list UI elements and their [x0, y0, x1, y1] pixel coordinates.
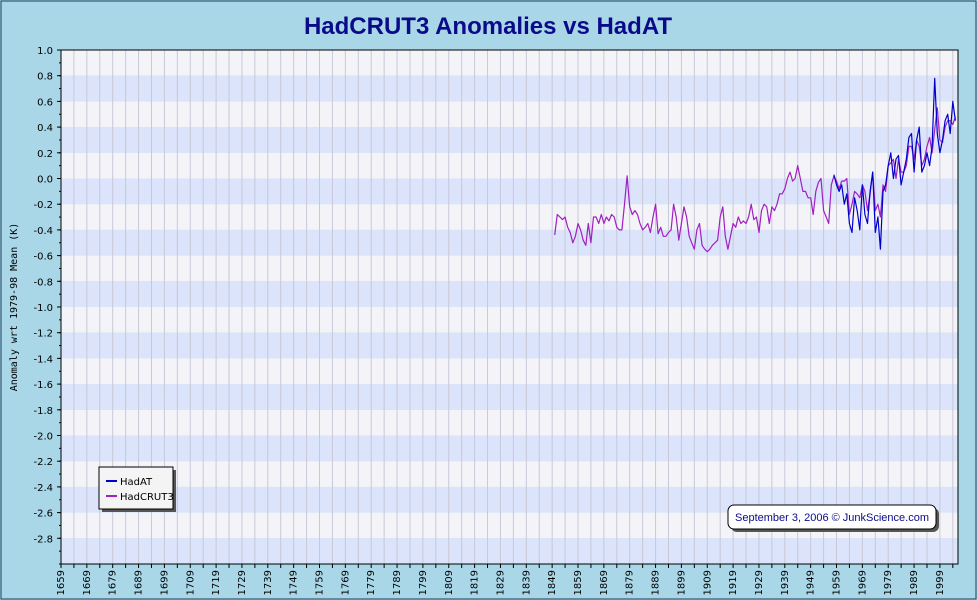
credit-box-frame	[727, 504, 937, 530]
y-tick-label: 0.2	[37, 149, 53, 160]
x-tick-label: 1999	[935, 570, 946, 595]
y-tick-label: 1.0	[37, 46, 53, 57]
grid-band	[61, 435, 958, 462]
x-tick-label: 1669	[82, 570, 93, 595]
grid-band	[61, 229, 958, 256]
y-tick-label: -2.4	[33, 483, 53, 494]
grid-band	[61, 281, 958, 307]
legend-label-hadat: HadAT	[120, 477, 153, 488]
x-tick-label: 1969	[857, 570, 868, 595]
y-tick-label: -1.6	[33, 380, 53, 391]
x-tick-label: 1849	[547, 570, 558, 595]
x-tick-label: 1769	[340, 570, 351, 595]
grid-band	[61, 101, 958, 128]
plot-bands	[61, 50, 958, 564]
y-tick-label: 0.0	[37, 175, 53, 186]
x-tick-label: 1809	[444, 570, 455, 595]
series-line-hadat	[833, 77, 956, 250]
grid-band	[61, 409, 958, 436]
x-tick-label: 1929	[754, 570, 765, 595]
y-tick-label: 0.8	[37, 72, 53, 83]
y-tick-label: -2.0	[33, 432, 53, 443]
grid-band	[61, 50, 958, 76]
x-tick-label: 1989	[909, 570, 920, 595]
x-tick-label: 1779	[366, 570, 377, 595]
x-tick-label: 1749	[289, 570, 300, 595]
grid-band	[61, 255, 958, 282]
y-tick-label: -0.8	[33, 277, 53, 288]
x-tick-label: 1869	[599, 570, 610, 595]
y-axis-label: Anomaly wrt 1979-98 Mean (K)	[9, 223, 20, 392]
x-tick-label: 1739	[263, 570, 274, 595]
y-tick-label: -1.0	[33, 303, 53, 314]
y-tick-label: 0.6	[37, 97, 53, 108]
x-tick-label: 1879	[625, 570, 636, 595]
grid-band	[61, 461, 958, 487]
x-tick-label: 1679	[108, 570, 119, 595]
x-tick-label: 1889	[651, 570, 662, 595]
x-axis-ticks: 1659 1669 1679 1689 1699 1709 1719 1729 1739 1749…	[56, 564, 954, 595]
x-tick-label: 1829	[495, 570, 506, 595]
x-tick-label: 1859	[573, 570, 584, 595]
grid-band	[61, 307, 958, 333]
x-tick-label: 1979	[883, 570, 894, 595]
x-tick-label: 1949	[806, 570, 817, 595]
grid-band	[61, 204, 958, 230]
y-tick-label: 0.4	[37, 123, 53, 134]
legend-label-hadcrut3: HadCRUT3	[120, 492, 174, 503]
x-tick-label: 1759	[315, 570, 326, 595]
grid-band	[61, 152, 958, 179]
grid-band	[61, 75, 958, 102]
x-tick-label: 1659	[56, 570, 67, 595]
y-tick-label: -0.2	[33, 200, 53, 211]
y-tick-label: -1.2	[33, 329, 53, 340]
y-tick-label: -2.2	[33, 457, 53, 468]
x-tick-label: 1719	[211, 570, 222, 595]
grid-band	[61, 332, 958, 359]
y-tick-label: -1.4	[33, 354, 53, 365]
x-tick-label: 1799	[418, 570, 429, 595]
x-tick-label: 1689	[134, 570, 145, 595]
x-tick-label: 1899	[676, 570, 687, 595]
legend: HadAT HadCRUT3	[98, 466, 176, 512]
legend-box	[98, 466, 174, 510]
x-tick-label: 1729	[237, 570, 248, 595]
grid-band	[61, 358, 958, 385]
y-tick-label: -0.6	[33, 252, 53, 263]
x-tick-label: 1819	[470, 570, 481, 595]
grid-band	[61, 384, 958, 410]
x-tick-label: 1959	[832, 570, 843, 595]
y-tick-label: -0.4	[33, 226, 53, 237]
grid-band	[61, 127, 958, 153]
x-tick-label: 1709	[185, 570, 196, 595]
x-tick-label: 1919	[728, 570, 739, 595]
chart-title: HadCRUT3 Anomalies vs HadAT	[304, 13, 672, 40]
credit-text: September 3, 2006 © JunkScience.com	[735, 512, 929, 524]
grid-band	[61, 538, 958, 564]
series-layer	[554, 77, 956, 253]
y-tick-label: -2.6	[33, 509, 53, 520]
x-tick-label: 1839	[521, 570, 532, 595]
x-tick-label: 1939	[780, 570, 791, 595]
y-tick-label: -2.8	[33, 534, 53, 545]
credit-box: September 3, 2006 © JunkScience.com	[727, 504, 939, 532]
y-tick-label: -1.8	[33, 406, 53, 417]
x-tick-label: 1789	[392, 570, 403, 595]
x-tick-label: 1699	[159, 570, 170, 595]
x-tick-label: 1909	[702, 570, 713, 595]
y-axis-ticks: 1.0 0.8 0.6 0.4 0.2 0.0 -0.2 -0.4 -0.6 -0.8 -1.0 -1…	[33, 46, 61, 565]
grid-band	[61, 178, 958, 205]
